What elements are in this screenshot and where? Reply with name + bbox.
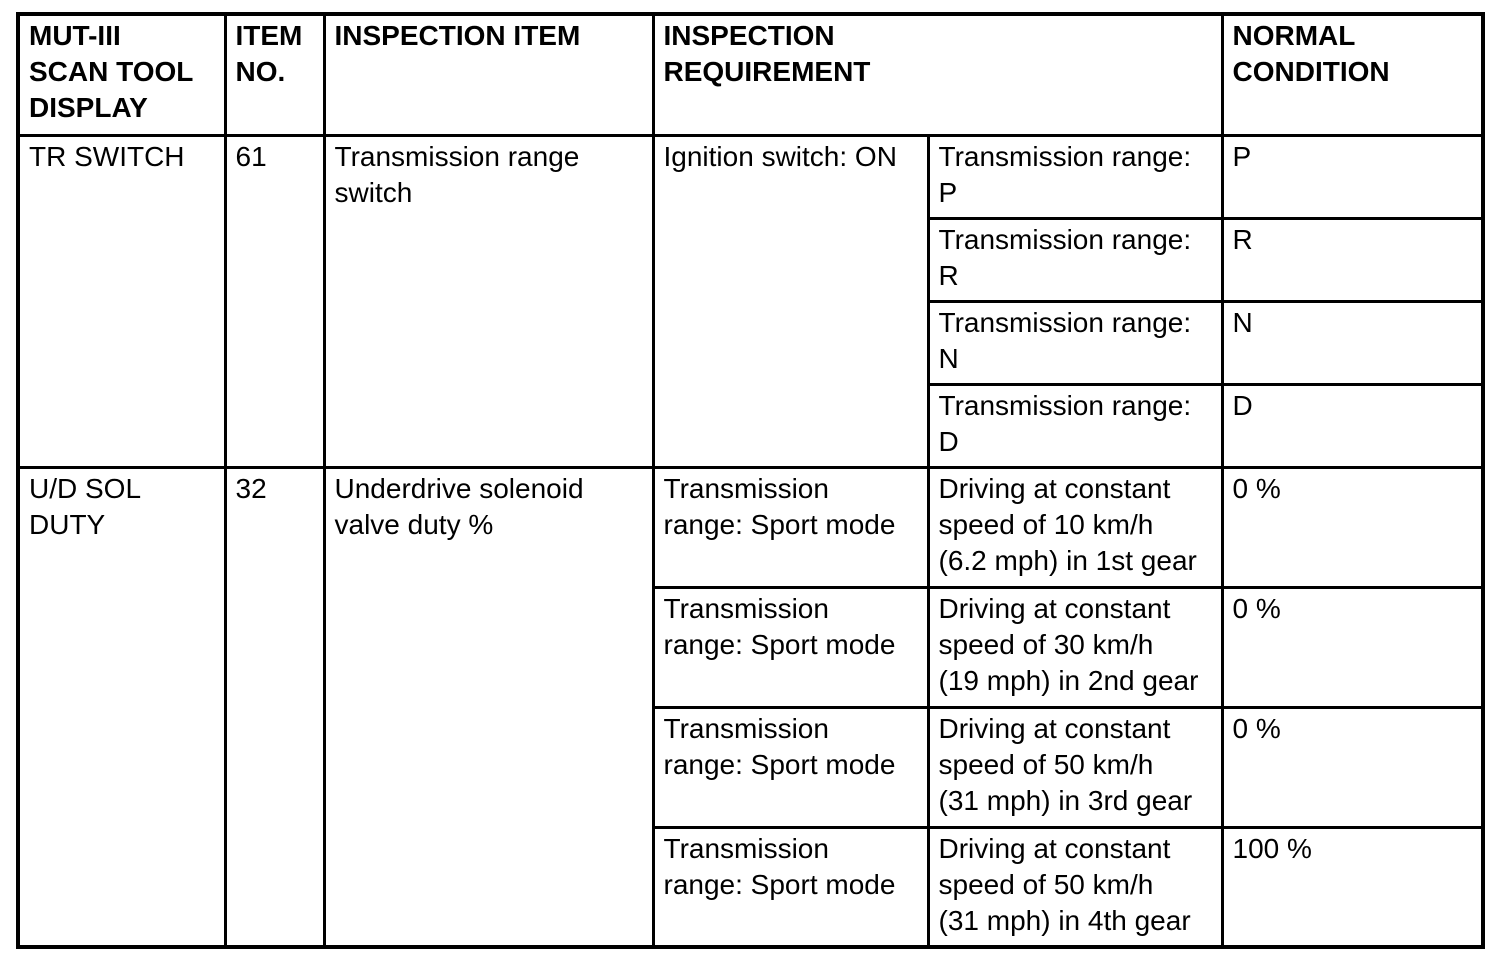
table-row: Transmission range: D D <box>18 382 1485 469</box>
cell-inspection-requirement: Transmission range: Sport mode <box>651 705 930 829</box>
cell-requirement-condition: Driving at constant speed of 30 km/h (19… <box>926 585 1224 709</box>
cell-normal-condition: N <box>1220 299 1485 386</box>
cell-inspection-requirement: Transmission range: Sport mode <box>651 585 930 709</box>
header-item-no: ITEM NO. <box>223 12 326 137</box>
cell-normal-condition: 0 % <box>1220 705 1485 829</box>
cell-requirement-condition: Driving at constant speed of 50 km/h (31… <box>926 825 1224 949</box>
cell-requirement-condition: Transmission range: N <box>926 299 1224 386</box>
header-inspection-item: INSPECTION ITEM <box>322 12 655 137</box>
table-row: Transmission range: R R <box>18 216 1485 303</box>
table-row: U/D SOL DUTY 32 Underdrive solenoid valv… <box>16 465 1485 949</box>
table-row: Transmission range: N N <box>18 299 1485 386</box>
table-row: Transmission range: Sport mode Driving a… <box>18 585 1485 709</box>
cell-requirement-condition: Transmission range: D <box>926 382 1224 469</box>
cell-requirement-condition: Driving at constant speed of 50 km/h (31… <box>926 705 1224 829</box>
cell-scan-tool-display: TR SWITCH <box>16 133 227 469</box>
cell-inspection-item: Underdrive solenoid valve duty % <box>322 465 655 949</box>
cell-normal-condition: D <box>1220 382 1485 469</box>
cell-item-no: 61 <box>223 133 326 469</box>
header-normal-condition: NORMAL CONDITION <box>1220 12 1485 137</box>
table-row: Transmission range: Sport mode Driving a… <box>18 705 1485 829</box>
document-page: MUT-III SCAN TOOL DISPLAY ITEM NO. INSPE… <box>16 12 1485 949</box>
cell-requirement-condition: Transmission range: P <box>926 133 1224 220</box>
cell-inspection-requirement: Ignition switch: ON <box>651 133 930 469</box>
cell-scan-tool-display: U/D SOL DUTY <box>16 465 227 949</box>
inspection-table: MUT-III SCAN TOOL DISPLAY ITEM NO. INSPE… <box>16 12 1485 949</box>
table-row: TR SWITCH 61 Transmission range switch I… <box>16 133 1485 469</box>
cell-item-no: 32 <box>223 465 326 949</box>
cell-normal-condition: R <box>1220 216 1485 303</box>
table-row: Transmission range: Sport mode Driving a… <box>18 825 1485 949</box>
cell-requirement-condition: Driving at constant speed of 10 km/h (6.… <box>926 465 1224 589</box>
header-scan-tool-display: MUT-III SCAN TOOL DISPLAY <box>16 12 227 137</box>
cell-inspection-item: Transmission range switch <box>322 133 655 469</box>
cell-inspection-requirement: Transmission range: Sport mode <box>651 465 930 589</box>
table-header-row: MUT-III SCAN TOOL DISPLAY ITEM NO. INSPE… <box>16 12 1485 137</box>
cell-normal-condition: 0 % <box>1220 465 1485 589</box>
header-inspection-requirement: INSPECTION REQUIREMENT <box>651 12 1224 137</box>
cell-normal-condition: 0 % <box>1220 585 1485 709</box>
cell-normal-condition: 100 % <box>1220 825 1485 949</box>
cell-requirement-condition: Transmission range: R <box>926 216 1224 303</box>
cell-normal-condition: P <box>1220 133 1485 220</box>
cell-inspection-requirement: Transmission range: Sport mode <box>651 825 930 949</box>
